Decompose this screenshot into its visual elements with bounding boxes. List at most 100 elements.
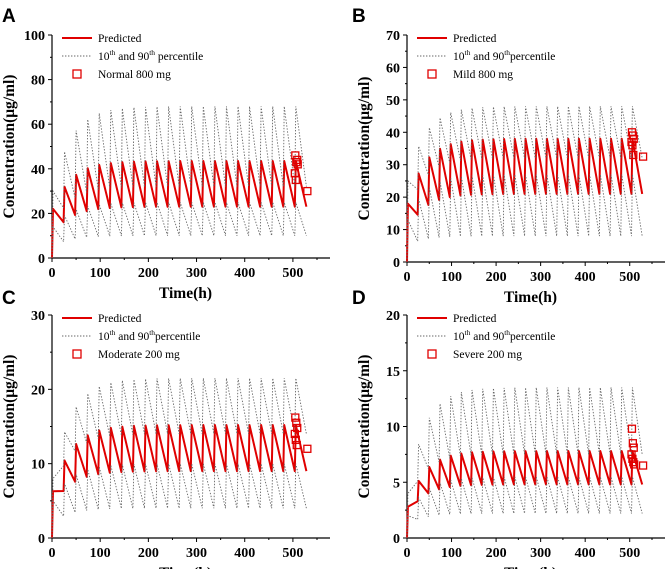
y-tick-label: 40 xyxy=(386,126,400,141)
panel-letter: D xyxy=(352,288,366,309)
legend-percentile-label: 10th and 90th percentile xyxy=(98,48,203,63)
p10-line xyxy=(51,463,307,539)
x-tick-label: 400 xyxy=(234,546,255,561)
observed-point xyxy=(628,141,637,150)
y-tick-label: 30 xyxy=(31,309,45,324)
x-axis-title: Time(h) xyxy=(159,285,212,302)
legend-percentile-label: 10th and 90thpercentile xyxy=(453,48,555,63)
x-tick-label: 300 xyxy=(530,270,551,285)
x-tick-label: 200 xyxy=(486,270,507,285)
x-tick-label: 500 xyxy=(619,546,640,561)
predicted-line xyxy=(51,424,308,539)
p10-line xyxy=(406,476,643,539)
legend-percentile-part: 10 xyxy=(98,331,110,343)
observed-point xyxy=(292,440,301,450)
legend-predicted-label: Predicted xyxy=(98,313,142,325)
x-tick-label: 300 xyxy=(186,546,207,561)
legend-predicted-label: Predicted xyxy=(453,313,497,325)
predicted-line xyxy=(406,450,644,539)
observed-point xyxy=(629,458,638,467)
observed-point xyxy=(629,150,638,160)
y-tick-label: 30 xyxy=(386,159,400,174)
legend-percentile-part: th xyxy=(504,328,510,337)
legend-percentile-part: th xyxy=(465,328,471,337)
x-tick-label: 200 xyxy=(138,266,159,281)
observed-point xyxy=(291,175,300,185)
p90-line xyxy=(51,378,307,539)
y-tick-label: 0 xyxy=(38,252,45,267)
legend-percentile-part: th xyxy=(110,48,116,57)
legend-observed-label: Severe 200 mg xyxy=(453,349,522,361)
legend-observed-label: Mild 800 mg xyxy=(453,69,513,81)
y-axis-title: Concentration(μg/ml) xyxy=(356,77,373,221)
y-tick-label: 10 xyxy=(386,421,400,436)
p10-line xyxy=(51,202,307,259)
legend-observed-swatch xyxy=(72,349,82,359)
y-tick-label: 5 xyxy=(393,476,400,491)
y-tick-label: 80 xyxy=(31,74,45,89)
panel-letter: B xyxy=(352,6,366,27)
panel-c: C01020300100200300400500Time(h)Concentra… xyxy=(1,288,330,569)
y-tick-label: 15 xyxy=(386,365,400,380)
x-tick-label: 0 xyxy=(404,270,411,285)
legend-predicted-label: Predicted xyxy=(453,33,497,45)
y-tick-label: 0 xyxy=(38,532,45,547)
y-tick-label: 60 xyxy=(386,61,400,76)
panel-a: A 0 20 40 60 80 100 0 100 200 300 400 500 Time(h) Conc… xyxy=(1,6,330,302)
x-tick-label: 500 xyxy=(282,546,303,561)
panel-b: B 0 10 20 30 40 50 60 70 0 100 200 300 400 500 Time(h) C… xyxy=(352,6,665,306)
legend-percentile-label: 10th and 90thpercentile xyxy=(98,328,200,343)
legend-percentile-part: percentile xyxy=(155,331,200,343)
legend-observed-label: Normal 800 mg xyxy=(98,69,171,81)
y-tick-label: 20 xyxy=(31,383,45,398)
legend-percentile-part: th xyxy=(465,48,471,57)
legend-observed-swatch xyxy=(427,69,437,79)
y-tick-label: 0 xyxy=(393,532,400,547)
x-tick-label: 400 xyxy=(575,270,596,285)
y-tick-label: 100 xyxy=(24,29,45,44)
x-tick-label: 500 xyxy=(619,270,640,285)
observed-point xyxy=(638,152,648,161)
x-axis-title: Time(h) xyxy=(504,289,557,306)
y-tick-label: 10 xyxy=(31,458,45,473)
panel-letter: C xyxy=(2,288,16,309)
legend-observed-label: Moderate 200 mg xyxy=(98,349,180,361)
observed-point xyxy=(293,423,302,433)
predicted-line xyxy=(406,137,644,263)
observed-point xyxy=(638,461,648,470)
legend-predicted-label: Predicted xyxy=(98,33,142,45)
observed-point xyxy=(627,450,636,459)
legend-percentile-part: 10 xyxy=(453,331,465,343)
observed-point xyxy=(292,418,301,427)
legend-percentile-part: th xyxy=(504,48,510,57)
x-tick-label: 0 xyxy=(49,266,56,281)
x-tick-label: 0 xyxy=(404,546,411,561)
x-tick-label: 100 xyxy=(441,270,462,285)
observed-point xyxy=(291,413,300,422)
x-tick-label: 100 xyxy=(90,546,111,561)
panel-d: D051015200100200300400500Time(h)Concentr… xyxy=(352,288,665,569)
p90-line xyxy=(406,387,643,539)
y-tick-label: 20 xyxy=(386,191,400,206)
observed-point xyxy=(303,444,312,453)
y-tick-label: 50 xyxy=(386,94,400,109)
legend-percentile-part: percentile xyxy=(155,51,203,63)
predicted-line xyxy=(51,160,308,259)
observed-point xyxy=(628,439,637,448)
x-tick-label: 300 xyxy=(186,266,207,281)
legend-percentile-part: percentile xyxy=(510,51,555,63)
legend-percentile-part: th xyxy=(110,328,116,337)
y-tick-label: 70 xyxy=(386,29,400,44)
y-axis-title: Concentration(μg/ml) xyxy=(356,355,373,499)
observed-point xyxy=(303,186,312,196)
x-tick-label: 200 xyxy=(486,546,507,561)
y-tick-label: 10 xyxy=(386,224,400,239)
observed-point xyxy=(293,155,302,165)
x-tick-label: 400 xyxy=(575,546,596,561)
legend-percentile-part: and 90 xyxy=(470,51,504,63)
observed-point xyxy=(627,424,637,433)
y-tick-label: 60 xyxy=(31,118,45,133)
x-tick-label: 500 xyxy=(282,266,303,281)
x-tick-label: 200 xyxy=(138,546,159,561)
